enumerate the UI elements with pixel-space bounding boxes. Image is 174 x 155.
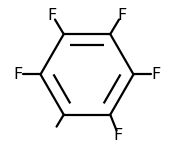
Text: F: F [114,128,123,143]
Text: F: F [48,8,57,23]
Text: F: F [117,8,126,23]
Text: F: F [151,67,160,82]
Text: F: F [14,67,23,82]
